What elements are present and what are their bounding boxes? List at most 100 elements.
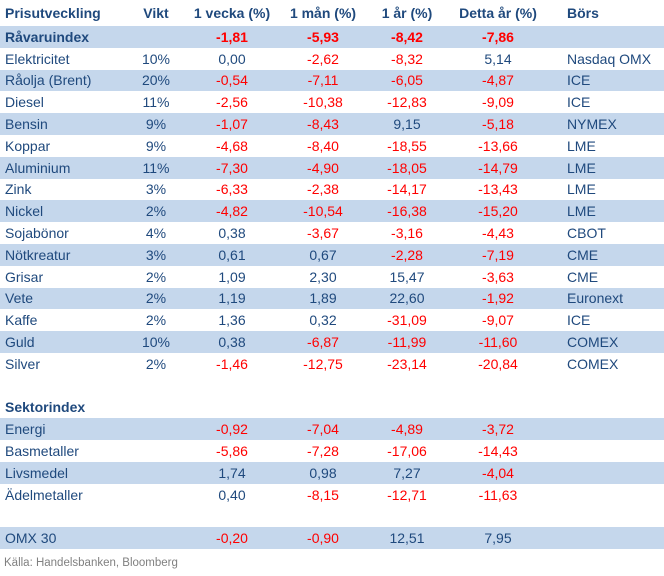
week-change-cell: -6,33 <box>216 181 248 198</box>
month-change-cell: -8,43 <box>307 116 339 133</box>
year-change-cell <box>366 506 448 528</box>
year-change-cell: -11,99 <box>387 334 427 351</box>
weight-cell <box>128 375 184 397</box>
week-change-cell: -5,86 <box>216 443 248 460</box>
month-change-cell: -2,38 <box>307 181 339 198</box>
row-label: Ädelmetaller <box>5 486 83 503</box>
table-row: Aluminium 11% -7,30 -4,90 -18,05 -14,79 … <box>0 156 664 179</box>
ytd-change-cell: 5,14 <box>484 50 512 67</box>
month-change-cell: -2,62 <box>307 50 339 67</box>
week-change-cell: 0,38 <box>218 225 246 242</box>
ytd-change-cell <box>448 375 548 397</box>
month-change-cell: 1,89 <box>309 290 337 307</box>
weight-cell: 10% <box>141 50 171 67</box>
ytd-change-cell: 7,95 <box>484 530 512 547</box>
exchange-cell: NYMEX <box>567 116 617 133</box>
week-change-cell: -0,20 <box>216 530 248 547</box>
table-body: Råvaruindex -1,81 -5,93 -8,42 -7,86 Elek… <box>0 26 664 550</box>
ytd-change-cell: -14,79 <box>478 159 518 176</box>
row-label: Livsmedel <box>5 464 69 481</box>
exchange-cell: COMEX <box>567 355 619 372</box>
exchange-cell <box>548 484 664 506</box>
week-change-cell: 1,36 <box>218 312 246 329</box>
col-header-prisutveckling: Prisutveckling <box>5 5 101 21</box>
row-label: Bensin <box>5 116 48 133</box>
year-change-cell: -14,17 <box>387 181 427 198</box>
exchange-cell: LME <box>567 159 596 176</box>
exchange-cell <box>548 375 664 397</box>
month-change-cell <box>280 375 366 397</box>
weight-cell: 2% <box>145 312 167 329</box>
year-change-cell: 22,60 <box>389 290 425 307</box>
ytd-change-cell <box>448 397 548 419</box>
header-row: Prisutveckling Vikt 1 vecka (%) 1 mån (%… <box>0 0 664 26</box>
ytd-change-cell: -14,43 <box>478 443 518 460</box>
weight-cell: 20% <box>141 72 171 89</box>
ytd-change-cell: -20,84 <box>478 355 518 372</box>
week-change-cell <box>184 397 280 419</box>
table-row: Nickel 2% -4,82 -10,54 -16,38 -15,20 LME <box>0 200 664 223</box>
week-change-cell: 0,00 <box>218 50 246 67</box>
spacer-row <box>0 375 664 397</box>
year-change-cell: -12,71 <box>387 486 427 503</box>
year-change-cell: 9,15 <box>393 116 421 133</box>
year-change-cell: -6,05 <box>391 72 423 89</box>
week-change-cell: 0,40 <box>218 486 246 503</box>
month-change-cell: 2,30 <box>309 268 337 285</box>
exchange-cell <box>548 506 664 528</box>
ytd-change-cell: -3,72 <box>482 421 514 438</box>
month-change-cell: -10,38 <box>303 94 343 111</box>
weight-cell: 9% <box>145 137 167 154</box>
section-header-row: Sektorindex <box>0 397 664 419</box>
year-change-cell: -8,32 <box>391 50 423 67</box>
ytd-change-cell: -4,43 <box>482 225 514 242</box>
row-label: Nickel <box>5 203 44 220</box>
exchange-cell: CME <box>567 246 599 263</box>
ytd-change-cell: -4,04 <box>482 464 514 481</box>
exchange-cell: COMEX <box>567 334 619 351</box>
table-row: Grisar 2% 1,09 2,30 15,47 -3,63 CME <box>0 266 664 288</box>
weight-cell: 3% <box>145 181 167 198</box>
row-label: Sojabönor <box>5 225 69 242</box>
week-change-cell: 1,19 <box>218 290 246 307</box>
exchange-cell: CBOT <box>567 225 606 242</box>
col-header-1-ar: 1 år (%) <box>381 5 433 21</box>
ytd-change-cell: -13,43 <box>478 181 518 198</box>
weight-cell: 2% <box>145 355 167 372</box>
exchange-cell: Nasdaq OMX <box>567 50 652 67</box>
table-row: Vete 2% 1,19 1,89 22,60 -1,92 Euronext <box>0 287 664 310</box>
row-label <box>0 506 128 528</box>
year-change-cell: -16,38 <box>387 203 427 220</box>
ytd-change-cell: -13,66 <box>478 137 518 154</box>
exchange-cell: ICE <box>567 72 591 89</box>
ytd-change-cell: -4,87 <box>482 72 514 89</box>
month-change-cell: -3,67 <box>307 225 339 242</box>
row-label: Zink <box>5 181 32 198</box>
row-label: Råolja (Brent) <box>5 72 92 89</box>
weight-cell: 11% <box>142 159 170 176</box>
table-row: Livsmedel 1,74 0,98 7,27 -4,04 <box>0 461 664 484</box>
exchange-cell <box>548 462 664 484</box>
year-change-cell: -2,28 <box>391 246 423 263</box>
weight-cell <box>128 26 184 48</box>
ytd-change-cell: -3,63 <box>482 268 514 285</box>
table-header: Prisutveckling Vikt 1 vecka (%) 1 mån (%… <box>0 0 664 26</box>
weight-cell: 2% <box>145 290 167 307</box>
month-change-cell: 0,98 <box>309 464 337 481</box>
week-change-cell: -1,07 <box>216 116 248 133</box>
row-label: Basmetaller <box>5 443 79 460</box>
table-row: Koppar 9% -4,68 -8,40 -18,55 -13,66 LME <box>0 135 664 157</box>
exchange-cell: LME <box>567 137 596 154</box>
week-change-cell: -4,82 <box>216 203 248 220</box>
exchange-cell <box>548 418 664 440</box>
ytd-change-cell: -5,18 <box>482 116 514 133</box>
week-change-cell <box>184 375 280 397</box>
table-row: Elektricitet 10% 0,00 -2,62 -8,32 5,14 N… <box>0 48 664 70</box>
row-label: Energi <box>5 421 46 438</box>
exchange-cell <box>548 527 664 549</box>
table-row: Energi -0,92 -7,04 -4,89 -3,72 <box>0 418 664 441</box>
weight-cell: 2% <box>145 268 167 285</box>
weight-cell <box>128 418 184 440</box>
ytd-change-cell: -9,07 <box>482 312 514 329</box>
row-label: Vete <box>5 290 34 307</box>
